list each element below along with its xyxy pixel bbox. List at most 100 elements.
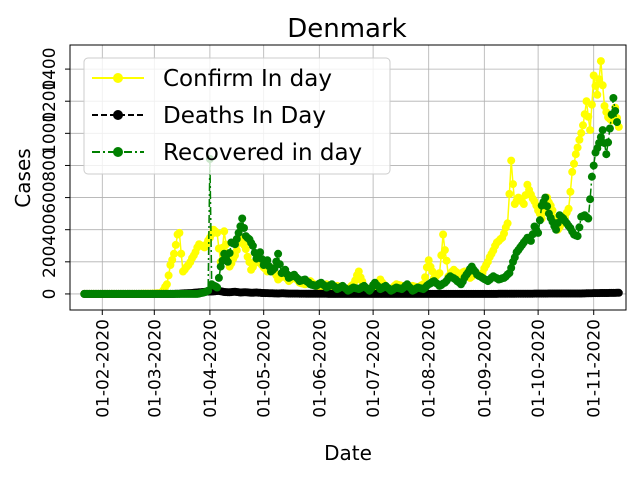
data-point [586,195,595,204]
data-point [256,248,265,257]
data-point [234,228,243,237]
legend-marker [113,147,123,157]
data-point [605,124,614,133]
data-point [439,230,448,239]
data-point [442,256,451,265]
data-point [575,223,584,232]
data-point [274,249,283,258]
data-point [232,235,241,243]
y-tick-label: 400 [40,213,60,245]
data-point [596,57,605,66]
data-point [424,256,433,265]
data-point [507,156,516,165]
data-point [579,121,587,130]
data-point [275,260,284,269]
x-tick-label: 01-03-2020 [145,319,165,418]
data-point [223,257,232,266]
data-point [587,100,596,109]
data-point [526,236,535,245]
data-point [171,240,180,249]
legend-frame [83,57,391,175]
data-point [435,269,444,278]
data-point [543,202,552,211]
legend-marker [113,110,123,120]
data-point [505,189,514,198]
data-point [507,263,516,272]
data-point [240,224,248,232]
data-point [535,216,544,225]
data-point [248,241,257,250]
data-point [568,167,577,176]
series-2 [80,94,621,298]
data-point [575,135,584,144]
data-point [553,219,562,227]
x-tick-label: 01-02-2020 [93,319,113,418]
data-point [598,81,607,90]
data-point [503,219,512,228]
legend-label: Recovered in day [163,140,362,166]
data-point [552,225,561,234]
data-point [584,214,593,223]
legend-label: Confirm In day [163,66,332,92]
legend: Confirm In day Deaths In Day Recovered in … [83,57,391,175]
x-tick-label: 01-06-2020 [310,319,330,418]
data-point [584,112,593,121]
x-tick-label: 01-07-2020 [364,319,384,418]
legend-marker [113,73,123,83]
data-point [263,256,272,265]
plot-frame [69,44,627,311]
series-layer [80,57,623,298]
data-point [573,143,582,152]
data-point [500,229,508,238]
data-point [421,273,430,282]
y-tick-label: 600 [40,181,60,213]
data-point [162,280,171,289]
data-point [570,159,578,168]
data-point [168,255,177,264]
data-point [602,150,611,159]
data-point [213,283,222,292]
data-point [609,94,618,102]
data-point [175,228,184,237]
data-point [220,227,229,236]
y-tick-label: 200 [40,246,60,278]
data-point [170,249,178,258]
y-axis-label: Cases [11,148,35,207]
data-point [600,102,609,110]
data-point [593,90,602,99]
x-tick-label: 01-10-2020 [529,319,549,418]
data-point [598,126,607,135]
data-point [589,161,598,170]
data-point [604,138,613,147]
data-point [225,249,234,257]
data-point [577,129,586,138]
data-point [611,107,620,115]
data-point [213,228,222,237]
data-point [354,267,363,276]
y-tick-label: 800 [40,149,60,181]
x-tick-layer: 01-02-2020 01-03-2020 01-04-2020 01-05-2020… [93,310,605,418]
data-point [238,214,247,223]
data-point [204,286,213,295]
y-tick-label: 1200 [40,80,60,123]
legend-label: Deaths In Day [163,103,326,129]
data-point [232,246,241,255]
data-point [591,81,600,90]
data-point [177,249,186,258]
data-point [614,288,623,297]
chart-title: Denmark [287,14,407,44]
data-point [164,271,173,280]
data-point [595,75,604,84]
data-point [241,245,250,253]
x-tick-label: 01-11-2020 [585,319,605,418]
data-point [541,193,550,202]
y-tick-label: 1400 [40,47,60,90]
x-tick-label: 01-08-2020 [420,319,440,418]
y-tick-label: 1000 [40,112,60,155]
data-point [440,246,449,255]
data-point [571,150,580,159]
data-point [564,204,573,213]
data-point [587,172,596,181]
